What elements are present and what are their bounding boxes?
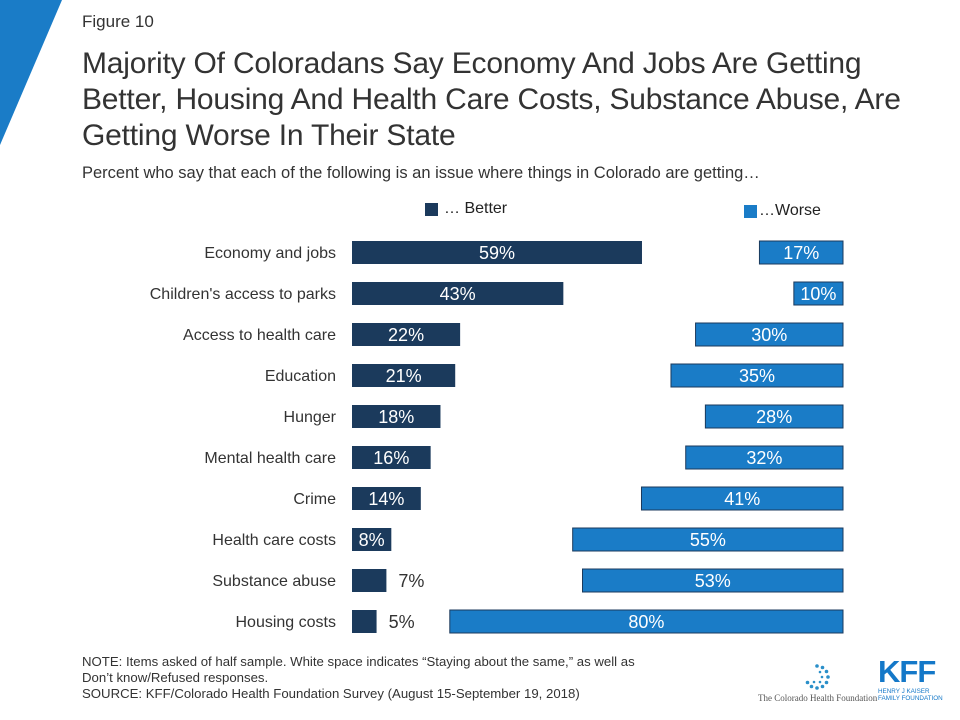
bar-better-hunger: [352, 405, 441, 428]
bar-better-housing-costs: [352, 610, 377, 633]
category-label-crime: Crime: [293, 491, 336, 508]
bar-worse-housing-costs: [449, 609, 844, 634]
bar-better-children-s-access-to-parks: [352, 282, 564, 305]
note-line-1: NOTE: Items asked of half sample. White …: [82, 654, 635, 669]
legend-better: … Better: [425, 200, 507, 218]
kff-logo: KFF HENRY J KAISER FAMILY FOUNDATION: [878, 656, 948, 712]
bar-worse-economy-and-jobs: [758, 240, 844, 265]
data-label-worse-children-s-access-to-parks: 10%: [800, 284, 836, 304]
data-label-worse-economy-and-jobs: 17%: [783, 243, 819, 263]
kff-logo-line-1: HENRY J KAISER: [878, 688, 930, 695]
legend-better-label: … Better: [444, 200, 508, 217]
kff-logo-line-2: FAMILY FOUNDATION: [878, 695, 943, 702]
bar-worse-access-to-health-care: [695, 322, 844, 347]
bar-worse-hunger: [704, 404, 844, 429]
category-label-hunger: Hunger: [284, 409, 337, 426]
data-label-better-children-s-access-to-parks: 43%: [440, 284, 476, 304]
data-label-better-economy-and-jobs: 59%: [479, 243, 515, 263]
corner-triangle: [0, 0, 62, 145]
bar-better-access-to-health-care: [352, 323, 461, 346]
legend-worse-swatch: [744, 204, 757, 218]
category-label-education: Education: [265, 368, 336, 385]
legend-better-swatch: [425, 202, 438, 216]
data-label-better-hunger: 18%: [378, 407, 414, 427]
category-label-housing-costs: Housing costs: [236, 614, 337, 631]
colorado-health-foundation-logo: The Colorado Health Foundation: [758, 660, 878, 710]
data-label-worse-hunger: 28%: [756, 407, 792, 427]
bar-better-crime: [352, 487, 421, 510]
data-label-better-crime: 14%: [368, 489, 404, 509]
sunburst-icon: [805, 664, 830, 690]
figure-label: Figure 10: [82, 12, 154, 31]
data-label-better-substance-abuse: 7%: [398, 571, 424, 591]
bar-better-health-care-costs: [352, 528, 392, 551]
category-label-access-to-health-care: Access to health care: [183, 327, 336, 344]
bar-worse-crime: [640, 486, 844, 511]
data-label-better-housing-costs: 5%: [389, 612, 415, 632]
data-label-worse-health-care-costs: 55%: [690, 530, 726, 550]
data-label-better-health-care-costs: 8%: [359, 530, 385, 550]
chart-title: Majority Of Coloradans Say Economy And J…: [82, 47, 901, 152]
category-label-children-s-access-to-parks: Children's access to parks: [150, 286, 336, 303]
bar-better-economy-and-jobs: [352, 241, 642, 264]
data-label-worse-substance-abuse: 53%: [695, 571, 731, 591]
bar-worse-mental-health-care: [685, 445, 844, 470]
bar-better-substance-abuse: [352, 569, 387, 592]
bar-better-education: [352, 364, 456, 387]
source-line: SOURCE: KFF/Colorado Health Foundation S…: [82, 686, 580, 701]
category-label-economy-and-jobs: Economy and jobs: [204, 245, 336, 262]
bar-worse-education: [670, 363, 844, 388]
chart-subtitle: Percent who say that each of the followi…: [82, 164, 760, 182]
data-label-worse-mental-health-care: 32%: [746, 448, 782, 468]
category-label-substance-abuse: Substance abuse: [212, 573, 336, 590]
kff-logo-mark: KFF: [878, 654, 936, 689]
bar-worse-health-care-costs: [572, 527, 844, 552]
legend-worse: …Worse: [744, 202, 821, 220]
note-line-2: Don’t know/Refused responses.: [82, 670, 269, 685]
data-label-worse-access-to-health-care: 30%: [751, 325, 787, 345]
bar-better-mental-health-care: [352, 446, 431, 469]
data-label-better-mental-health-care: 16%: [373, 448, 409, 468]
data-label-worse-education: 35%: [739, 366, 775, 386]
data-label-worse-crime: 41%: [724, 489, 760, 509]
chart-notes: NOTE: Items asked of half sample. White …: [82, 654, 722, 702]
corner-accent: [0, 0, 62, 145]
data-label-worse-housing-costs: 80%: [628, 612, 664, 632]
legend-worse-label: …Worse: [759, 202, 821, 219]
data-label-better-education: 21%: [386, 366, 422, 386]
data-label-better-access-to-health-care: 22%: [388, 325, 424, 345]
chf-logo-text: The Colorado Health Foundation: [758, 693, 878, 703]
bar-worse-children-s-access-to-parks: [793, 281, 844, 306]
bar-worse-substance-abuse: [582, 568, 844, 593]
category-label-health-care-costs: Health care costs: [212, 532, 336, 549]
category-label-mental-health-care: Mental health care: [204, 450, 336, 467]
